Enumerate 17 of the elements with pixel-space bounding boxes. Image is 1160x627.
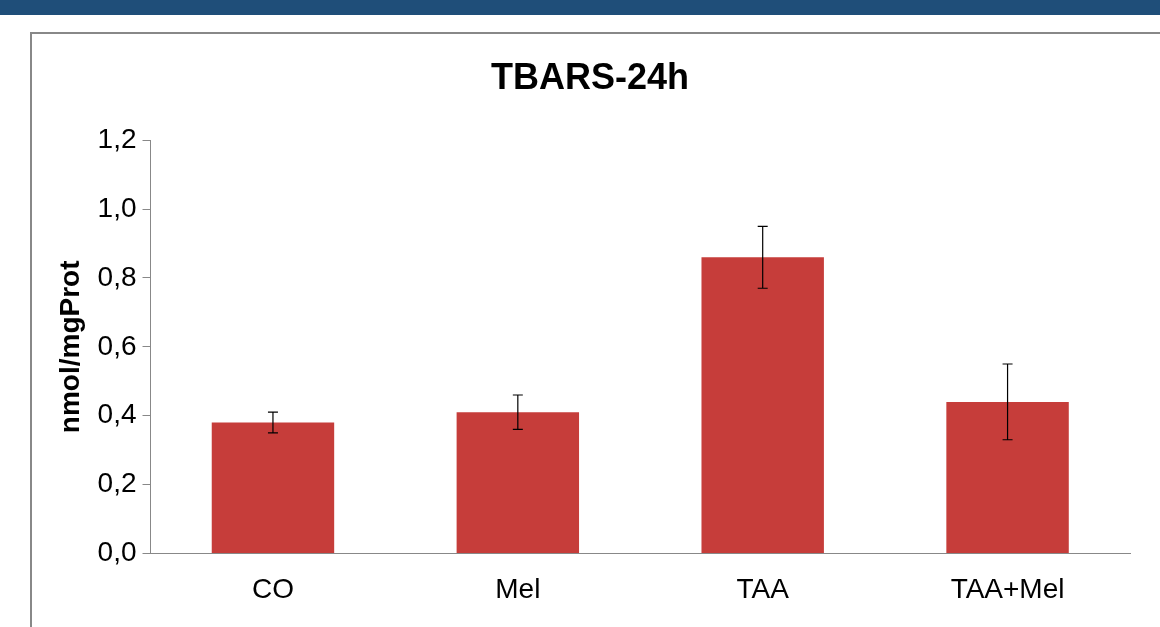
bar bbox=[211, 422, 335, 553]
bar bbox=[946, 401, 1069, 553]
bar bbox=[456, 412, 580, 553]
y-tick-label: 0,2 bbox=[97, 467, 137, 499]
chart-title: TBARS-24h bbox=[490, 55, 690, 97]
y-tick-label: 0,8 bbox=[97, 260, 137, 292]
y-tick-label: 1,2 bbox=[97, 122, 137, 154]
bar bbox=[701, 257, 824, 553]
y-tick-label: 0,0 bbox=[97, 536, 137, 568]
y-tick-label: 0,6 bbox=[97, 329, 137, 361]
x-tick-label: CO bbox=[251, 572, 294, 604]
x-tick-label: TAA bbox=[736, 572, 790, 604]
y-tick-label: 0,4 bbox=[97, 398, 137, 430]
x-tick-label: Mel bbox=[495, 572, 541, 604]
y-tick-label: 1,0 bbox=[97, 191, 137, 223]
x-tick-label: TAA+Mel bbox=[950, 572, 1065, 604]
y-axis-title: nmol/mgProt bbox=[53, 260, 85, 434]
